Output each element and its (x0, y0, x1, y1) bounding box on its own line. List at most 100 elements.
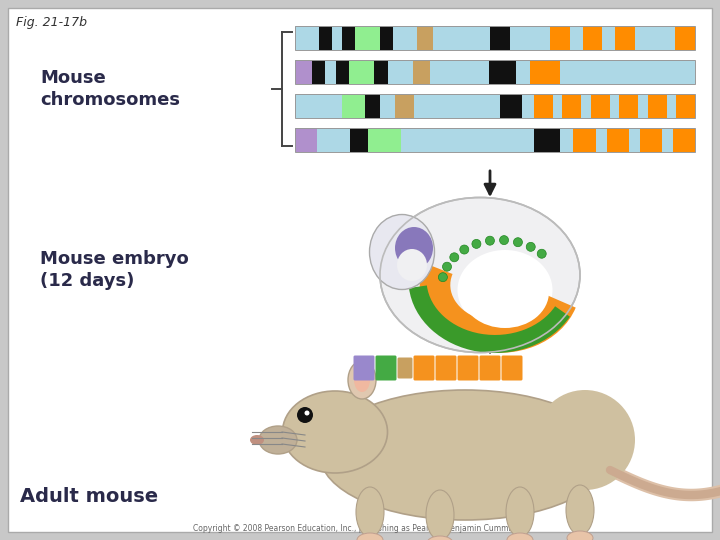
Bar (500, 94, 523, 118)
Bar (595, 128, 607, 152)
Bar (607, 128, 629, 152)
Circle shape (485, 236, 495, 245)
Bar (295, 94, 695, 118)
Text: Adult mouse: Adult mouse (20, 488, 158, 507)
Bar (530, 60, 560, 84)
FancyBboxPatch shape (397, 357, 413, 379)
FancyBboxPatch shape (436, 355, 456, 381)
Bar (333, 26, 342, 50)
Bar (675, 26, 695, 50)
Ellipse shape (506, 487, 534, 537)
Ellipse shape (397, 249, 427, 281)
FancyBboxPatch shape (376, 355, 397, 381)
Ellipse shape (535, 390, 635, 490)
Bar (573, 128, 595, 152)
Bar (295, 128, 317, 152)
Circle shape (438, 273, 447, 282)
Ellipse shape (282, 391, 387, 473)
Bar (562, 94, 581, 118)
Bar (317, 128, 350, 152)
Bar (320, 26, 333, 50)
Circle shape (450, 253, 459, 262)
Bar (295, 128, 695, 152)
Bar (380, 94, 395, 118)
Ellipse shape (566, 485, 594, 535)
Bar (523, 94, 534, 118)
Bar (413, 60, 430, 84)
Ellipse shape (380, 198, 580, 353)
Bar (433, 26, 490, 50)
FancyBboxPatch shape (413, 355, 434, 381)
FancyBboxPatch shape (502, 355, 523, 381)
Bar (490, 26, 510, 50)
Text: Mouse embryo
(12 days): Mouse embryo (12 days) (40, 250, 189, 290)
Circle shape (472, 239, 481, 248)
Bar (342, 26, 355, 50)
Text: Fig. 21-17b: Fig. 21-17b (16, 16, 87, 29)
Bar (295, 60, 695, 84)
Bar (610, 94, 619, 118)
Bar (388, 60, 413, 84)
Ellipse shape (348, 361, 376, 399)
FancyBboxPatch shape (480, 355, 500, 381)
Bar (503, 60, 516, 84)
Ellipse shape (354, 368, 370, 392)
Text: Mouse
chromosomes: Mouse chromosomes (40, 69, 180, 109)
Ellipse shape (320, 390, 610, 520)
Ellipse shape (259, 426, 297, 454)
Ellipse shape (427, 536, 453, 540)
Bar (662, 128, 673, 152)
Bar (295, 94, 343, 118)
Circle shape (305, 410, 310, 415)
Circle shape (526, 242, 535, 251)
Bar (392, 26, 417, 50)
Bar (295, 26, 320, 50)
Bar (534, 94, 553, 118)
FancyBboxPatch shape (354, 355, 374, 381)
Bar (516, 60, 530, 84)
Circle shape (460, 245, 469, 254)
Bar (325, 60, 336, 84)
Bar (619, 94, 638, 118)
Bar (570, 26, 582, 50)
Bar (374, 60, 388, 84)
Bar (350, 128, 368, 152)
Ellipse shape (457, 250, 552, 330)
Bar (295, 26, 695, 50)
Ellipse shape (357, 533, 383, 540)
Bar (667, 94, 676, 118)
Bar (489, 60, 503, 84)
Bar (638, 94, 647, 118)
Bar (365, 94, 380, 118)
FancyBboxPatch shape (8, 8, 712, 532)
Bar (673, 128, 695, 152)
Circle shape (513, 238, 523, 247)
Bar (415, 94, 500, 118)
Bar (560, 60, 695, 84)
Bar (379, 26, 392, 50)
Ellipse shape (250, 435, 264, 445)
Bar (560, 128, 573, 152)
Ellipse shape (461, 256, 549, 328)
Bar (355, 26, 379, 50)
Bar (295, 60, 312, 84)
FancyBboxPatch shape (457, 355, 479, 381)
Bar (510, 26, 550, 50)
Bar (590, 94, 610, 118)
Bar (581, 94, 590, 118)
Circle shape (297, 407, 313, 423)
Bar (368, 128, 401, 152)
Circle shape (500, 235, 508, 245)
Bar (430, 60, 489, 84)
Bar (401, 128, 534, 152)
Bar (395, 94, 415, 118)
Ellipse shape (369, 214, 434, 289)
Bar (647, 94, 667, 118)
Bar (312, 60, 325, 84)
Bar (349, 60, 374, 84)
Bar (553, 94, 562, 118)
Ellipse shape (356, 487, 384, 537)
Ellipse shape (395, 227, 433, 269)
Bar (635, 26, 675, 50)
Bar (676, 94, 695, 118)
